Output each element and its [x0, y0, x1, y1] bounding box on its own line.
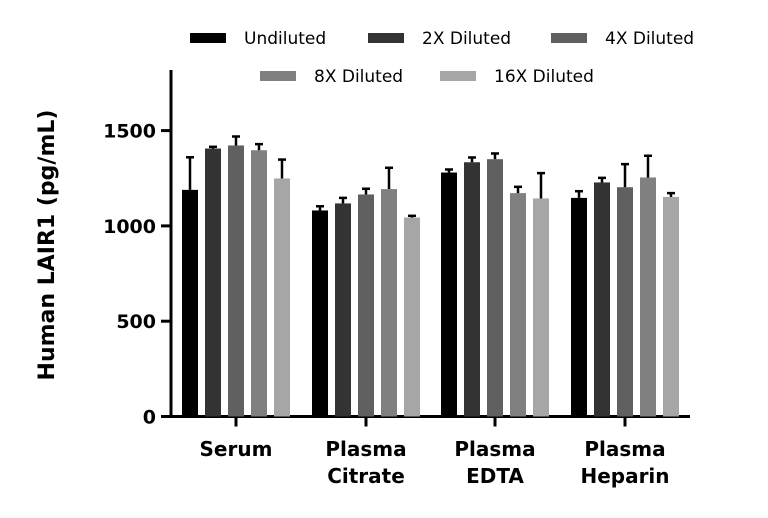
x-tick-label: Serum: [200, 437, 273, 461]
x-tick-label: Plasma: [454, 437, 535, 461]
legend-label: Undiluted: [244, 29, 326, 49]
legend-swatch: [551, 33, 587, 43]
bar: [441, 172, 457, 417]
legend-label: 16X Diluted: [494, 67, 594, 87]
y-axis-label: Human LAIR1 (pg/mL): [35, 110, 60, 381]
legend-swatch: [260, 71, 296, 81]
legend-label: 8X Diluted: [314, 67, 403, 87]
y-tick-label: 0: [143, 407, 156, 429]
legend-swatch: [190, 33, 226, 43]
bar: [464, 162, 480, 417]
legend-label: 2X Diluted: [422, 29, 511, 49]
bar: [358, 194, 374, 417]
bar: [510, 193, 526, 417]
bar: [487, 159, 503, 417]
x-tick-label: EDTA: [466, 464, 524, 488]
bar: [617, 187, 633, 417]
bar: [335, 203, 351, 417]
legend-label: 4X Diluted: [605, 29, 694, 49]
bar: [404, 217, 420, 417]
bar: [274, 178, 290, 417]
bar: [381, 189, 397, 417]
bar: [312, 210, 328, 417]
x-tick-label: Heparin: [580, 464, 669, 488]
bar: [533, 198, 549, 417]
bar: [594, 182, 610, 417]
x-tick-label: Plasma: [325, 437, 406, 461]
bar: [205, 148, 221, 417]
y-tick-label: 1500: [103, 121, 156, 143]
y-tick-label: 1000: [103, 216, 156, 238]
legend-swatch: [368, 33, 404, 43]
y-tick-label: 500: [116, 311, 156, 333]
bar: [228, 145, 244, 417]
legend-swatch: [440, 71, 476, 81]
x-tick-label: Plasma: [584, 437, 665, 461]
x-tick-label: Citrate: [327, 464, 405, 488]
bar: [640, 177, 656, 417]
bar: [182, 189, 198, 417]
bar: [571, 197, 587, 417]
bar: [663, 196, 679, 417]
bar: [251, 150, 267, 417]
